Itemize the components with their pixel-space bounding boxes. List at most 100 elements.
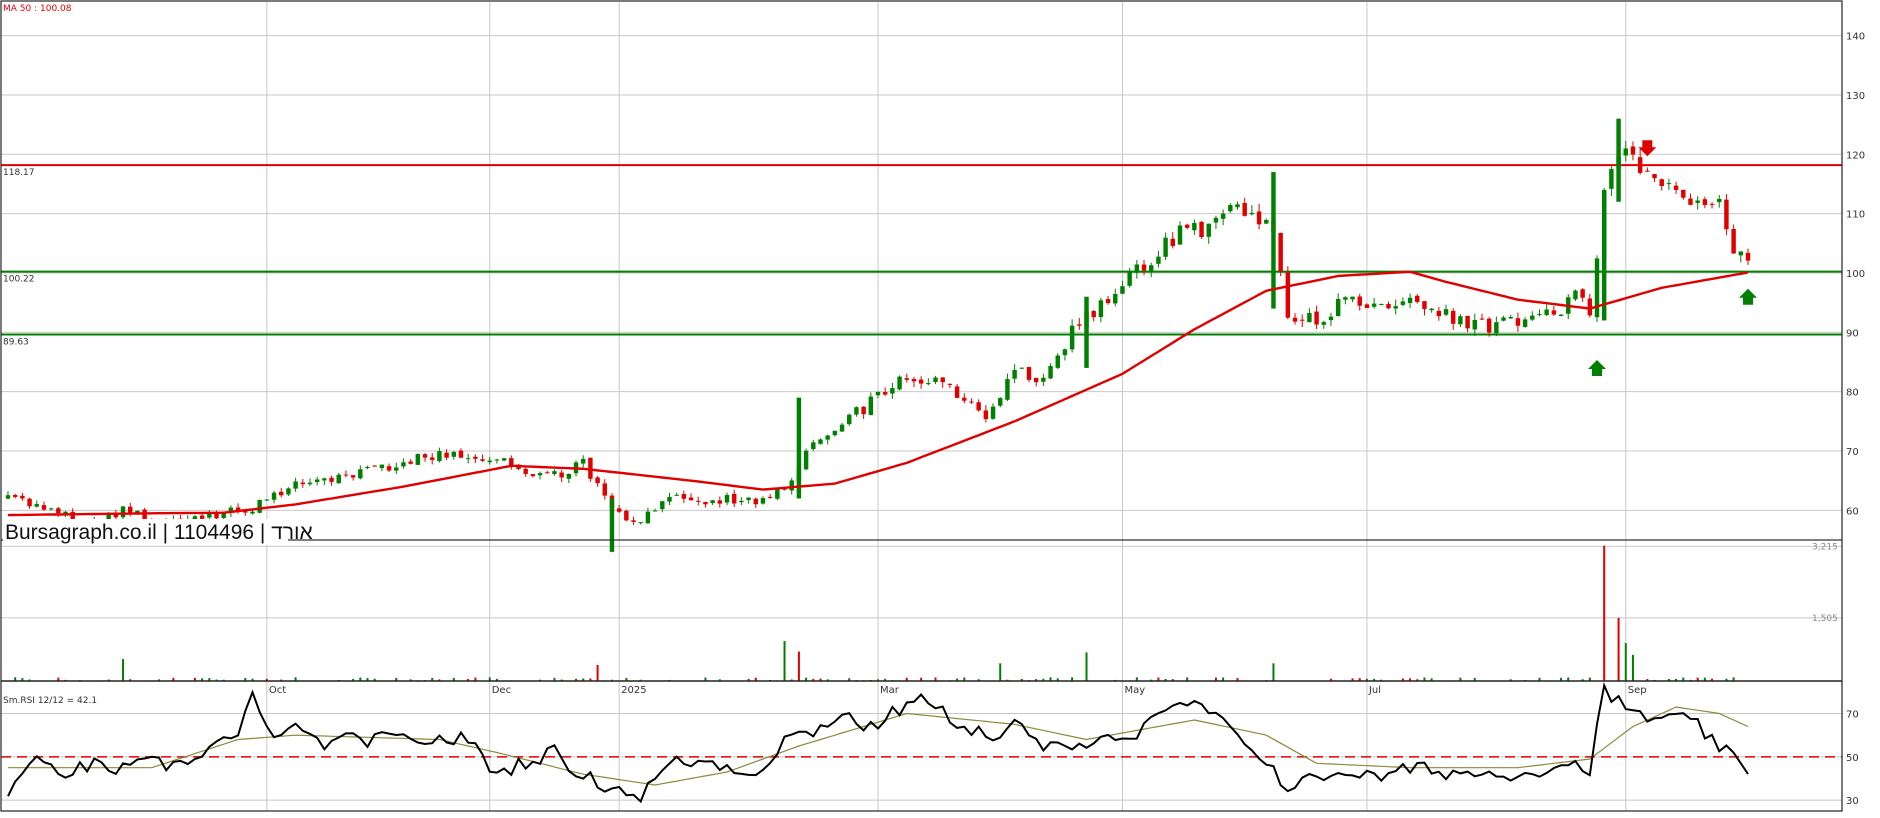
candle-body <box>653 511 657 512</box>
candle-body <box>905 378 909 380</box>
candle-body <box>1278 233 1282 272</box>
spike-candle <box>1084 297 1088 368</box>
candle-body <box>1509 317 1513 318</box>
candle-body <box>1674 186 1678 190</box>
candle-body <box>732 494 736 504</box>
spike-candle <box>797 398 801 499</box>
candle-body <box>1595 258 1599 317</box>
candle-body <box>1221 214 1225 219</box>
candle-body <box>1012 370 1016 379</box>
candle-body <box>948 384 952 385</box>
candle-body <box>639 522 643 523</box>
volume-bar <box>1625 643 1627 681</box>
volume-bar <box>798 652 800 681</box>
watermark: Bursagraph.co.il | 1104496 | אורד <box>5 521 313 544</box>
candle-body <box>804 451 808 470</box>
candle-body <box>1573 291 1577 300</box>
candle-body <box>1523 319 1527 327</box>
candle-body <box>365 467 369 468</box>
candle-body <box>1207 224 1211 237</box>
candle-body <box>430 457 434 460</box>
candle-body <box>49 508 53 509</box>
candle-body <box>912 379 916 381</box>
candle-body <box>811 442 815 449</box>
volume-bar <box>999 663 1001 681</box>
candle-body <box>344 475 348 476</box>
candle-body <box>1739 251 1743 255</box>
candle-body <box>1580 289 1584 297</box>
candle-body <box>1149 265 1153 272</box>
x-tick-label: May <box>1124 685 1145 696</box>
candle-body <box>495 459 499 460</box>
candle-body <box>1214 218 1218 223</box>
candle-body <box>1544 310 1548 315</box>
candle-body <box>660 501 664 509</box>
price-tick-label: 60 <box>1846 506 1859 517</box>
candle-body <box>631 520 635 522</box>
candle-body <box>969 402 973 403</box>
candle-body <box>825 436 829 440</box>
candle-body <box>984 410 988 419</box>
volume-bar <box>597 665 599 681</box>
candle-body <box>1710 204 1714 205</box>
price-level-label: 100.22 <box>3 275 35 285</box>
candle-body <box>452 452 456 457</box>
rsi-tick-label: 30 <box>1846 796 1859 807</box>
candle-body <box>1300 320 1304 321</box>
candle-body <box>1286 273 1290 318</box>
candle-body <box>1336 299 1340 316</box>
candle-body <box>761 498 765 503</box>
candle-body <box>1365 304 1369 308</box>
candle-body <box>739 501 743 502</box>
candle-body <box>1422 301 1426 309</box>
candle-body <box>976 402 980 410</box>
volume-tick-label: 3,215 <box>1812 542 1838 552</box>
candle-body <box>1717 199 1721 202</box>
candle-body <box>1250 213 1254 214</box>
candle-body <box>1171 239 1175 246</box>
candle-body <box>286 488 290 494</box>
candle-body <box>372 466 376 467</box>
candle-body <box>933 378 937 383</box>
price-tick-label: 130 <box>1846 91 1865 102</box>
candle-body <box>1386 304 1390 308</box>
price-tick-label: 80 <box>1846 388 1859 399</box>
candle-body <box>991 407 995 419</box>
candle-body <box>818 439 822 443</box>
candle-body <box>1156 257 1160 264</box>
candle-body <box>408 461 412 463</box>
candle-body <box>1473 320 1477 330</box>
candle-body <box>257 500 261 513</box>
candle-body <box>940 377 944 382</box>
candle-body <box>416 454 420 465</box>
candle-body <box>955 386 959 398</box>
volume-bar <box>1272 663 1274 681</box>
candle-body <box>1703 199 1707 205</box>
candle-body <box>703 502 707 504</box>
candle-body <box>322 478 326 480</box>
price-level-label: 89.63 <box>3 338 29 348</box>
candle-body <box>13 495 17 497</box>
candle-body <box>523 469 527 474</box>
candle-body <box>876 392 880 395</box>
candle-body <box>1609 169 1613 189</box>
candle-body <box>1415 296 1419 302</box>
candle-body <box>1681 190 1685 198</box>
candle-body <box>329 478 333 482</box>
x-tick-label: Oct <box>269 685 286 696</box>
candle-body <box>250 512 254 514</box>
candle-body <box>380 465 384 468</box>
candle-body <box>718 500 722 503</box>
candle-body <box>890 388 894 394</box>
candle-body <box>710 500 714 503</box>
price-tick-label: 120 <box>1846 150 1865 161</box>
candle-body <box>1113 294 1117 303</box>
candle-body <box>883 392 887 395</box>
candle-body <box>1048 366 1052 378</box>
candle-body <box>1667 183 1671 184</box>
candle-body <box>1401 301 1405 305</box>
x-tick-label: 2025 <box>621 685 646 696</box>
candle-body <box>646 512 650 524</box>
candle-body <box>1099 300 1103 317</box>
candle-body <box>1120 286 1124 294</box>
